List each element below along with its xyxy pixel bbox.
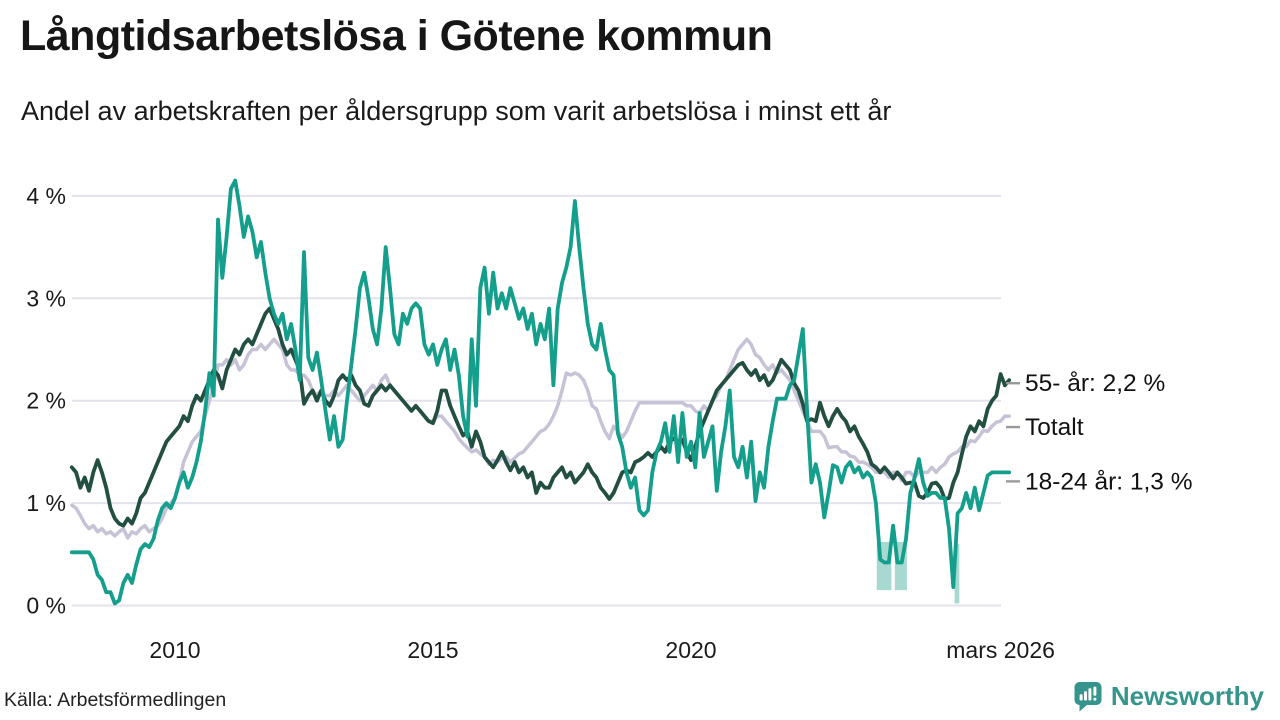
newsworthy-logo-icon bbox=[1073, 681, 1102, 712]
page-title: Långtidsarbetslösa i Götene kommun bbox=[20, 12, 773, 60]
legend-label-55- år: 55- år: 2,2 % bbox=[1025, 370, 1165, 397]
y-tick-label: 0 % bbox=[26, 593, 66, 619]
x-tick-label: 2020 bbox=[665, 637, 716, 663]
y-tick-label: 2 % bbox=[26, 388, 66, 414]
x-tick-label: mars 2026 bbox=[946, 637, 1055, 663]
bar-3 bbox=[1088, 688, 1092, 701]
series-line-18-24 år bbox=[69, 178, 1012, 606]
legend-label-18-24 år: 18-24 år: 1,3 % bbox=[1025, 468, 1193, 495]
uncertainty-band bbox=[954, 544, 960, 604]
legend-label-Totalt: Totalt bbox=[1025, 414, 1084, 441]
y-tick-label: 3 % bbox=[26, 285, 66, 311]
y-tick-label: 1 % bbox=[26, 490, 66, 516]
x-tick-label: 2010 bbox=[149, 637, 200, 663]
brand-name: Newsworthy bbox=[1110, 681, 1264, 711]
brand-lockup: Newsworthy bbox=[1073, 681, 1264, 712]
exclamation-dot bbox=[1093, 697, 1097, 701]
page-subtitle: Andel av arbetskraften per åldersgrupp s… bbox=[21, 96, 892, 126]
bar-2 bbox=[1083, 691, 1087, 701]
y-tick-label: 4 % bbox=[26, 183, 66, 209]
bar-1 bbox=[1079, 694, 1083, 701]
x-tick-label: 2015 bbox=[407, 637, 458, 663]
series-line-55- år bbox=[69, 306, 1012, 528]
exclamation-stem bbox=[1093, 686, 1097, 696]
speech-bubble-shape bbox=[1074, 682, 1102, 712]
series-line-Totalt bbox=[70, 337, 1011, 540]
source-note: Källa: Arbetsförmedlingen bbox=[4, 689, 227, 711]
